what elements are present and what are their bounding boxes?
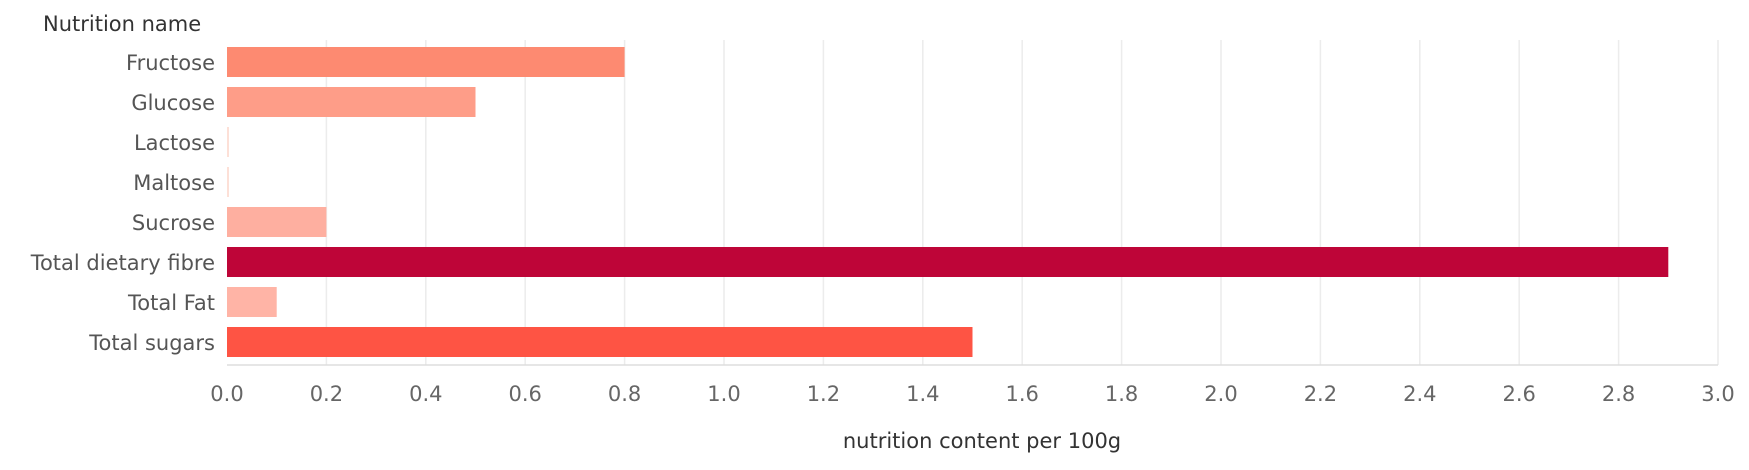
x-tick-label: 2.8 [1602,382,1635,406]
bar[interactable] [227,327,973,357]
x-tick-label: 2.4 [1403,382,1436,406]
x-tick-label: 3.0 [1701,382,1734,406]
bar[interactable] [227,247,1669,277]
category-label: Maltose [133,171,215,195]
category-label: Total dietary fibre [30,251,215,275]
row-header: Nutrition name [43,12,201,36]
x-tick-label: 0.6 [508,382,541,406]
category-label: Glucose [131,91,215,115]
x-tick-label: 1.6 [1005,382,1038,406]
bar[interactable] [227,207,327,237]
bars [227,47,1669,357]
x-tick-label: 2.0 [1204,382,1237,406]
bar[interactable] [227,287,277,317]
x-tick-label: 1.4 [906,382,939,406]
x-axis-title: nutrition content per 100g [843,429,1121,453]
x-tick-label: 0.8 [608,382,641,406]
category-labels: Fructose Glucose Lactose Maltose Sucrose Tota… [30,51,215,355]
x-tick-label: 1.8 [1105,382,1138,406]
bar[interactable] [227,47,625,77]
gridlines [227,40,1719,366]
bar[interactable] [227,167,229,197]
x-axis-ticks: 0.0 0.2 0.4 0.6 0.8 1.0 1.2 1.4 1.6 1.8 2.0 2.2 2.4 2… [210,382,1734,406]
x-tick-label: 2.6 [1502,382,1535,406]
x-tick-label: 1.0 [707,382,740,406]
category-label: Sucrose [132,211,215,235]
x-tick-label: 1.2 [807,382,840,406]
x-tick-label: 0.2 [310,382,343,406]
x-tick-label: 0.0 [210,382,243,406]
x-tick-label: 0.4 [409,382,442,406]
category-label: Fructose [126,51,215,75]
category-label: Total sugars [88,331,215,355]
category-label: Total Fat [127,291,215,315]
x-tick-label: 2.2 [1304,382,1337,406]
category-label: Lactose [134,131,215,155]
bar[interactable] [227,127,229,157]
bar[interactable] [227,87,476,117]
